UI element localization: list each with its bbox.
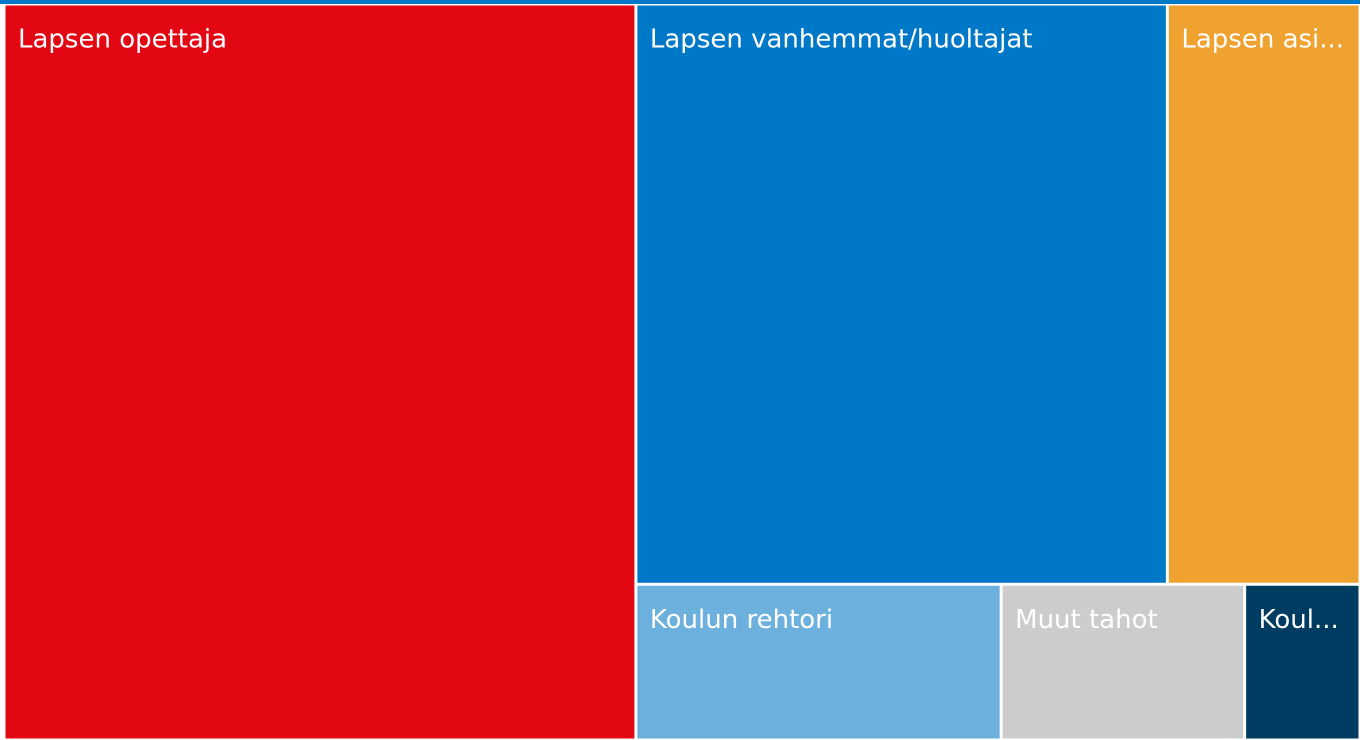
treemap-tile <box>1246 585 1359 739</box>
tile-label: Lapsen vanhemmat/huoltajat <box>650 25 1033 55</box>
treemap-tile <box>5 5 635 739</box>
treemap-tile <box>1168 5 1359 583</box>
treemap-tile <box>637 5 1166 583</box>
tile-label: Koul... <box>1259 605 1339 635</box>
treemap-tile <box>1002 585 1244 739</box>
treemap-tile <box>637 585 1000 739</box>
tile-label: Lapsen asi... <box>1181 25 1344 55</box>
tile-label: Muut tahot <box>1015 605 1158 635</box>
tile-label: Koulun rehtori <box>650 605 833 635</box>
tile-label: Lapsen opettaja <box>18 25 227 55</box>
top-border <box>0 0 1360 4</box>
